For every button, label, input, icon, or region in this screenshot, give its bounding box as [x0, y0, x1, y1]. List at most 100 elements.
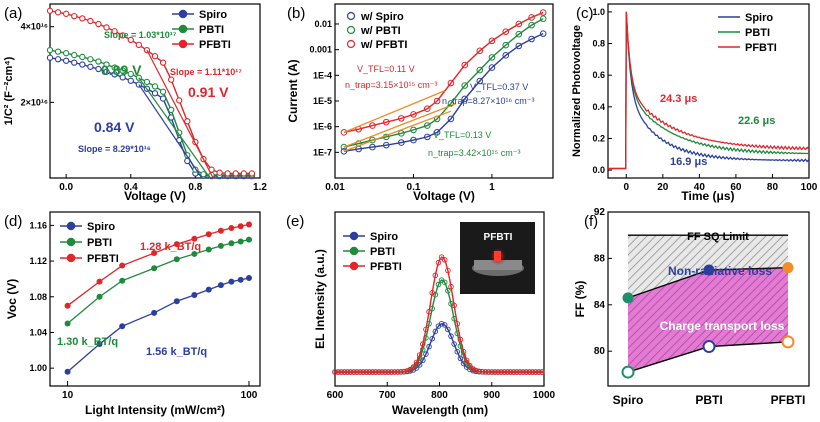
data-point-pfbti	[119, 262, 126, 269]
data-point-wpbti	[423, 122, 431, 129]
axes-frame-c	[607, 3, 810, 179]
data-point-pfbti	[191, 235, 198, 242]
data-point-pfbti	[63, 10, 70, 17]
data-point-wpfbti	[382, 118, 390, 126]
data-point-wpfbti	[488, 37, 496, 45]
x-tick-label-b: 1	[489, 182, 495, 193]
data-point-pbti	[111, 64, 118, 71]
data-point-pfbti	[373, 369, 379, 375]
data-point-pbti	[435, 281, 442, 288]
data-point-pfbti	[216, 169, 223, 176]
data-point-spiro	[217, 282, 224, 289]
charge-transport-loss-region	[628, 267, 788, 373]
ff-upper-point-pfbti	[782, 262, 794, 274]
data-point-pfbti	[394, 369, 401, 375]
data-point-pfbti	[151, 53, 159, 60]
data-point-pfbti	[489, 369, 495, 375]
data-point-spiro	[426, 343, 432, 350]
data-point-spiro	[151, 90, 159, 97]
annotation-d-n-spiro: 1.56 k_BT/q	[146, 346, 207, 358]
y-axis-label-a: 1/C² (F⁻²cm⁴)	[3, 56, 15, 125]
data-point-wpfbti	[410, 111, 417, 118]
y-tick-label-a: 2×10¹⁶	[21, 97, 48, 107]
inset-emission-spot	[494, 251, 501, 261]
data-point-pbti	[103, 61, 110, 68]
data-point-wspiro	[340, 147, 348, 155]
data-point-pbti	[151, 83, 159, 90]
data-point-pfbti	[143, 46, 151, 54]
ff-upper-point-pbti	[703, 264, 715, 276]
data-point-spiro	[460, 360, 467, 367]
panel-label-e: (e)	[286, 213, 304, 230]
data-point-pfbti	[369, 369, 376, 375]
y-tick-label-c: 0.8	[592, 39, 605, 49]
annotation-b-vtfl-pfbti: V_TFL=0.11 V	[357, 64, 415, 74]
data-point-pbti	[200, 171, 207, 178]
data-point-spiro	[448, 333, 454, 339]
data-point-pbti	[228, 240, 235, 247]
y-tick-label-f: 92	[594, 207, 606, 218]
data-point-spiro	[119, 74, 126, 81]
legend-c: Spiro PBTI PFBTI	[718, 12, 777, 54]
data-point-pfbti	[454, 321, 461, 327]
data-point-wpbti	[539, 15, 547, 23]
x-tick-label-b: 0.1	[407, 182, 421, 193]
data-point-pfbti	[151, 250, 158, 257]
data-point-pfbti	[438, 254, 445, 260]
legend-label-1: PBTI	[199, 24, 224, 36]
y-tick-label-c: 0.0	[592, 165, 605, 175]
data-point-pfbti	[382, 369, 388, 375]
data-point-pfbti	[391, 369, 398, 375]
annotation-d-n-pfbti: 1.28 k_BT/q	[140, 241, 201, 253]
data-point-wpfbti	[369, 122, 376, 129]
legend-marker-1	[349, 246, 359, 256]
panel-label-d: (d)	[4, 213, 22, 230]
data-point-spiro	[438, 320, 445, 327]
legend-label-1: PBTI	[87, 237, 112, 249]
data-point-pfbti	[184, 118, 191, 125]
x-tick-label-d: 10	[62, 390, 74, 401]
x-tick-label-e: 900	[483, 390, 500, 401]
legend-marker-0	[349, 231, 359, 241]
data-point-pbti	[205, 246, 212, 253]
data-point-spiro	[228, 278, 235, 285]
data-point-pfbti	[168, 76, 175, 83]
data-point-pfbti	[224, 170, 231, 177]
series-e	[332, 254, 545, 375]
y-tick-label-a: 4×10¹⁶	[21, 22, 48, 32]
y-tick-label-c: 0.4	[592, 102, 605, 112]
ticks-f: 80 84 88 92 Spiro PBTI PFBTI	[594, 207, 805, 407]
el-curve-pfbti	[335, 256, 544, 373]
fit-line-pfbti	[146, 49, 214, 179]
data-point-pbti	[63, 50, 70, 57]
data-point-spiro	[71, 59, 78, 66]
data-point-pfbti	[173, 241, 180, 248]
data-point-spiro	[54, 56, 62, 63]
data-point-pfbti	[64, 302, 71, 309]
data-point-pfbti	[514, 369, 520, 375]
data-point-pbti	[441, 279, 448, 286]
ff-lower-point-pfbti	[781, 335, 795, 349]
legend-d: Spiro PBTI PFBTI	[60, 221, 119, 265]
x-tick-label-e: 600	[327, 390, 344, 401]
data-point-pfbti	[335, 369, 341, 375]
data-point-pfbti	[536, 369, 542, 375]
data-point-pfbti	[445, 267, 451, 274]
data-point-pfbti	[413, 359, 420, 366]
annotation-f-nonradiative: Non-radiative loss	[668, 264, 772, 278]
data-point-pfbti	[435, 259, 442, 266]
data-point-pbti	[445, 288, 451, 294]
data-point-pfbti	[457, 336, 464, 343]
data-point-pfbti	[341, 369, 348, 375]
annotation-a-slope-pbti: Slope = 1.03*10¹⁷	[104, 30, 177, 40]
y-tick-label-d: 1.08	[29, 292, 47, 302]
y-axis-label-d: Voc (V)	[5, 279, 19, 319]
data-point-pfbti	[388, 369, 395, 375]
data-point-pfbti	[96, 278, 103, 285]
y-tick-label-f: 80	[594, 346, 606, 357]
data-point-pfbti	[127, 36, 134, 44]
ohmic-fit-line	[343, 102, 457, 148]
data-point-pfbti	[248, 170, 256, 177]
data-point-pfbti	[479, 368, 486, 375]
